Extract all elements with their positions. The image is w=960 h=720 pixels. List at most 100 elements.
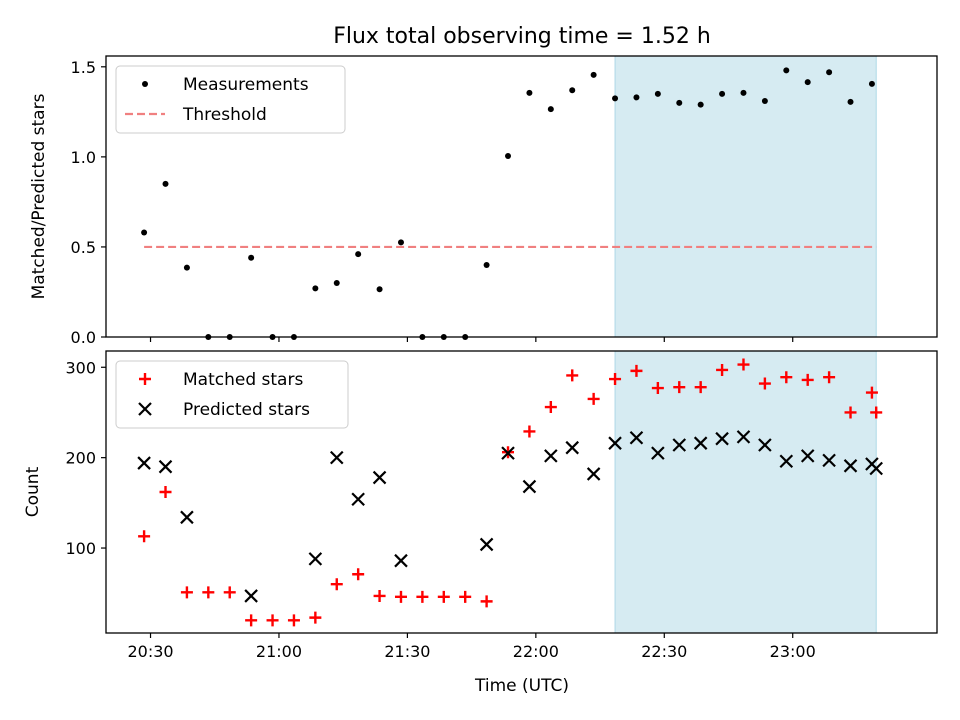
y-tick-label: 100 (65, 539, 96, 558)
x-tick-label: 22:30 (641, 642, 687, 661)
y-axis-label: Count (23, 466, 43, 517)
predicted-point (651, 446, 665, 460)
matched-point (138, 530, 151, 543)
measurement-point (183, 264, 190, 271)
predicted-point (869, 461, 883, 476)
measurement-point (248, 254, 255, 261)
predicted-point (501, 446, 515, 460)
predicted-point (329, 450, 344, 465)
measurement-point (826, 69, 833, 76)
matched-point (870, 406, 883, 419)
measurement-point (804, 79, 811, 86)
predicted-point (565, 440, 580, 455)
matched-point (180, 586, 193, 599)
matched-point (223, 586, 236, 599)
predicted-point (629, 430, 644, 445)
measurement-point (397, 239, 404, 246)
matched-point (716, 363, 729, 376)
measurement-point (633, 94, 640, 101)
matched-point (480, 595, 493, 608)
predicted-point (308, 552, 323, 566)
matched-point (737, 358, 750, 371)
legend-label: Threshold (182, 105, 267, 125)
panel-counts: 20:30 21:00 21:30 22:00 22:30 23:00 100 200 300 C… (23, 350, 938, 661)
predicted-point (672, 438, 687, 452)
predicted-point (522, 479, 537, 494)
legend-box (115, 65, 346, 134)
predicted-point (779, 454, 794, 469)
matched-point (780, 371, 793, 384)
predicted-point (608, 436, 622, 450)
matched-point (609, 373, 622, 386)
measurement-point (312, 285, 319, 292)
measurement-point (676, 99, 683, 106)
predicted-point (800, 449, 815, 463)
predicted-point (758, 438, 772, 452)
legend-plus-marker (139, 373, 151, 385)
matched-point (245, 614, 258, 627)
legend-label: Measurements (183, 75, 309, 95)
y-tick-label: 1.0 (71, 148, 96, 167)
legend-label: Predicted stars (183, 400, 310, 420)
x-tick-label: 23:00 (770, 642, 816, 661)
matched-point (202, 586, 215, 599)
matched-point (287, 614, 300, 627)
matched-point (865, 386, 878, 399)
matched-point (437, 590, 450, 603)
matched-point (544, 401, 557, 414)
panel-ratio: 0.0 0.5 1.0 1.5 Matched/Predicted stars Measu… (29, 55, 938, 347)
predicted-point (137, 456, 151, 470)
matched-point (566, 369, 579, 382)
measurement-point (847, 98, 854, 105)
matched-point (523, 425, 536, 438)
measurement-point (547, 106, 554, 113)
y-tick-label: 1.5 (71, 58, 96, 77)
measurement-point (483, 261, 490, 268)
matched-point (844, 406, 857, 419)
measurement-point (355, 251, 362, 258)
matched-point (651, 382, 664, 395)
y-axis-label: Matched/Predicted stars (29, 93, 49, 299)
axes-frame (105, 350, 938, 634)
measurement-point (654, 90, 661, 97)
measurement-point (526, 89, 533, 96)
predicted-point (180, 510, 194, 525)
observing-span (614, 55, 877, 338)
matched-point (309, 611, 322, 624)
legend-label: Matched stars (183, 370, 303, 390)
measurement-point (719, 90, 726, 97)
measurement-point (333, 279, 340, 286)
matched-point (801, 373, 814, 386)
matched-point (459, 590, 472, 603)
predicted-point (544, 449, 558, 463)
matched-point (587, 392, 600, 405)
x-tick-label: 21:30 (384, 642, 430, 661)
measurement-point (376, 286, 383, 293)
measurement-point (505, 152, 512, 159)
axes-frame (105, 55, 938, 338)
measurement-point (612, 95, 619, 102)
x-tick-label: 21:00 (256, 642, 302, 661)
legend-box (115, 360, 349, 429)
predicted-point (479, 537, 494, 552)
x-axis-label: Time (UTC) (474, 676, 569, 696)
matched-point (266, 614, 279, 627)
predicted-point (715, 431, 729, 446)
measurement-point (740, 89, 747, 96)
measurement-point (783, 67, 790, 74)
matched-point (673, 381, 686, 394)
matched-point (394, 590, 407, 603)
predicted-point (394, 553, 408, 568)
matched-point (373, 589, 386, 602)
x-tick-label: 20:30 (127, 642, 173, 661)
predicted-point (843, 459, 858, 473)
matched-point (159, 486, 172, 498)
predicted-point (351, 492, 365, 507)
legend-cross-marker (138, 402, 152, 416)
measurement-point (590, 71, 597, 78)
predicted-point (586, 467, 601, 481)
chart-title: Flux total observing time = 1.52 h (333, 24, 711, 49)
measurement-point (868, 80, 875, 87)
matched-point (630, 364, 643, 377)
matched-point (330, 578, 343, 591)
